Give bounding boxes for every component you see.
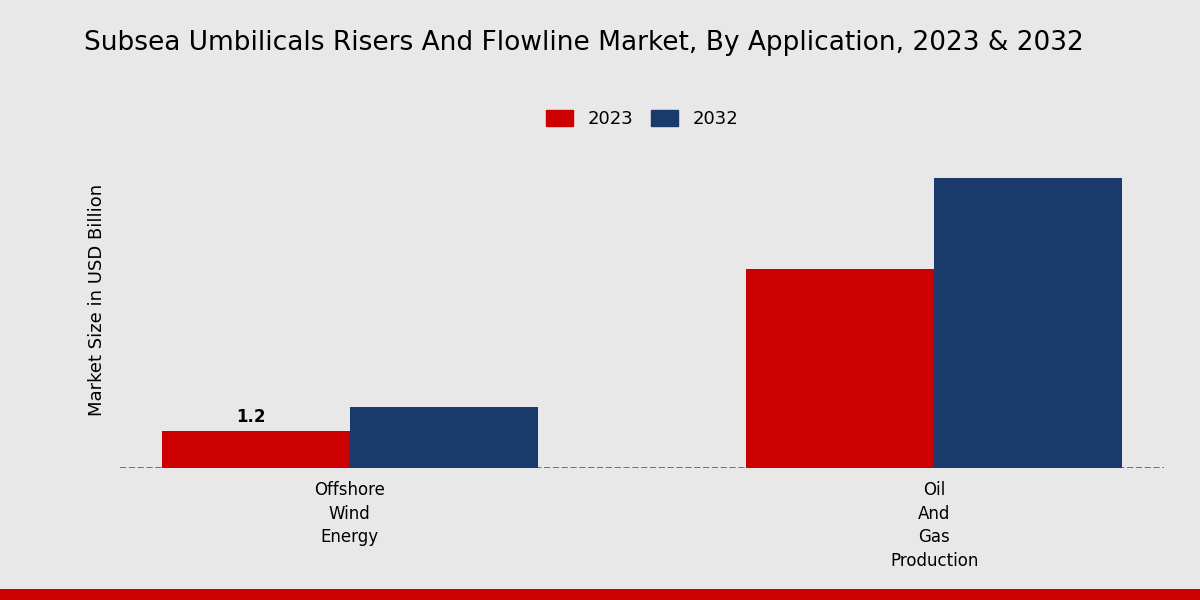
Bar xyxy=(746,269,935,468)
Bar xyxy=(162,431,349,468)
Text: Subsea Umbilicals Risers And Flowline Market, By Application, 2023 & 2032: Subsea Umbilicals Risers And Flowline Ma… xyxy=(84,30,1084,56)
Text: 1.2: 1.2 xyxy=(235,408,265,426)
Bar xyxy=(935,178,1122,468)
Y-axis label: Market Size in USD Billion: Market Size in USD Billion xyxy=(88,184,106,416)
Bar xyxy=(349,407,538,468)
Legend: 2023, 2032: 2023, 2032 xyxy=(536,101,748,137)
